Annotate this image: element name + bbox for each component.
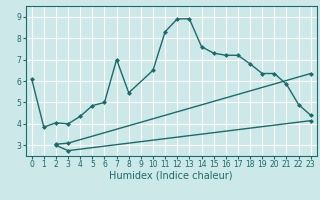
X-axis label: Humidex (Indice chaleur): Humidex (Indice chaleur) <box>109 171 233 181</box>
